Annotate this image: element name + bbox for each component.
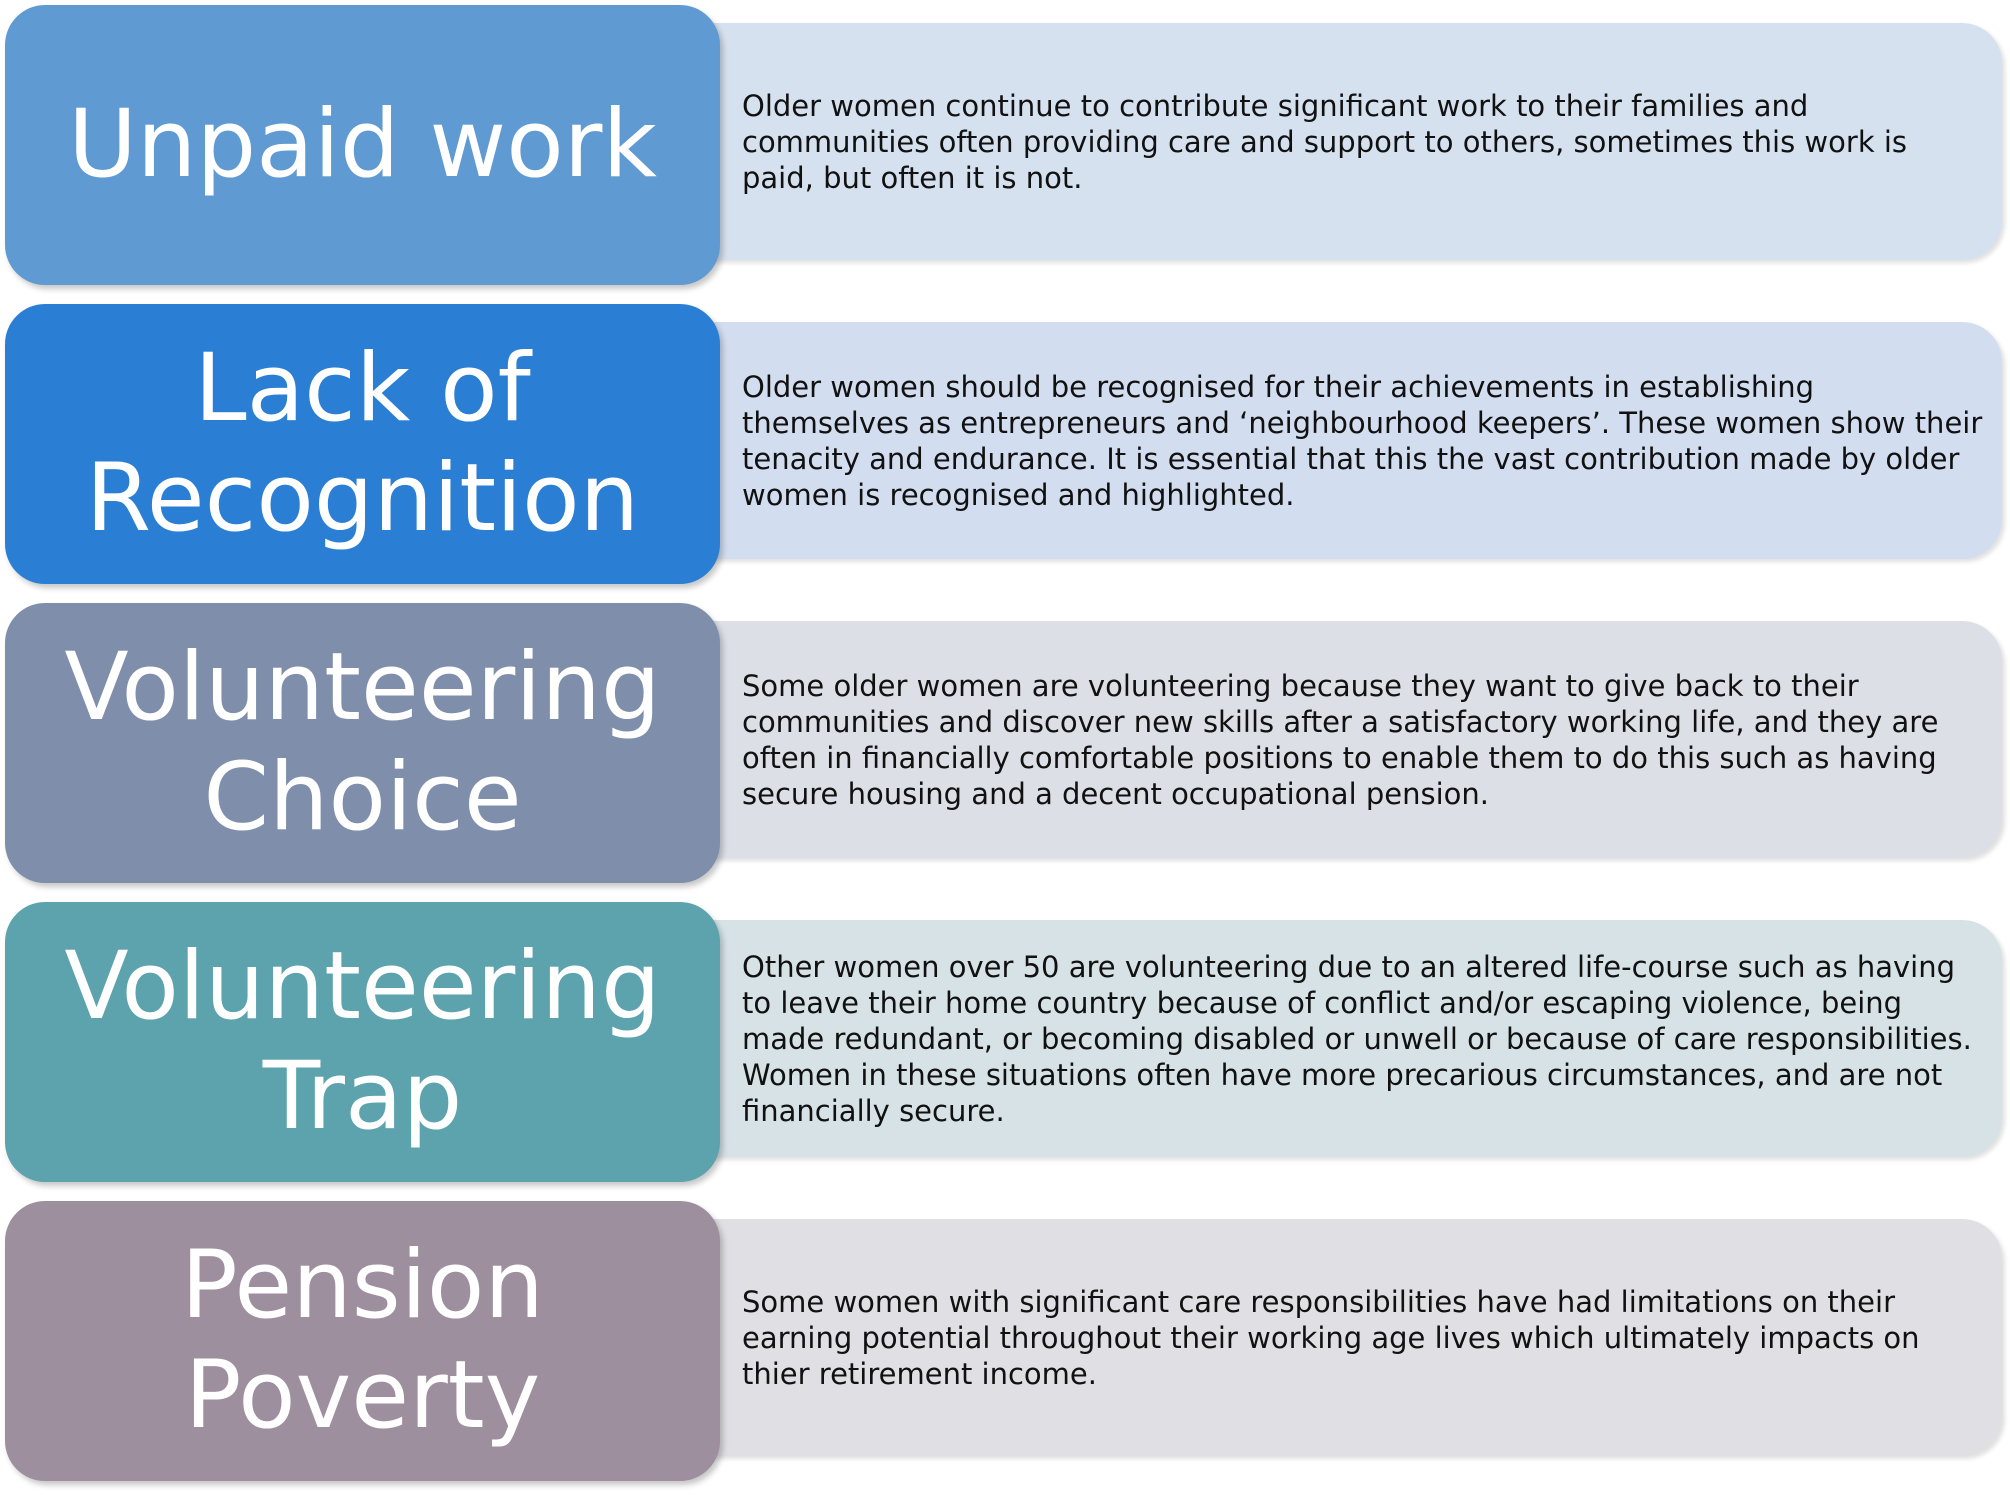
heading-box: Lack of Recognition <box>5 304 720 584</box>
heading-text: Lack of Recognition <box>85 334 640 553</box>
row-volunteering-choice: Some older women are volunteering becaus… <box>0 598 2010 888</box>
heading-text: Volunteering Trap <box>64 932 661 1151</box>
heading-box: Volunteering Trap <box>5 902 720 1182</box>
description-box: Older women should be recognised for the… <box>690 322 2002 559</box>
heading-box: Pension Poverty <box>5 1201 720 1481</box>
description-box: Other women over 50 are volunteering due… <box>690 920 2002 1157</box>
row-unpaid-work: Older women continue to contribute signi… <box>0 0 2010 290</box>
description-text: Older women continue to contribute signi… <box>742 88 1907 195</box>
heading-box: Unpaid work <box>5 5 720 285</box>
heading-text: Volunteering Choice <box>64 633 661 852</box>
heading-text: Unpaid work <box>68 90 657 199</box>
description-box: Some older women are volunteering becaus… <box>690 621 2002 858</box>
description-text: Older women should be recognised for the… <box>742 369 1983 512</box>
row-volunteering-trap: Other women over 50 are volunteering due… <box>0 897 2010 1187</box>
row-pension-poverty: Some women with significant care respons… <box>0 1196 2010 1486</box>
description-box: Older women continue to contribute signi… <box>690 23 2002 260</box>
description-text: Some women with significant care respons… <box>742 1284 1920 1391</box>
description-text: Some older women are volunteering becaus… <box>742 668 1939 811</box>
heading-box: Volunteering Choice <box>5 603 720 883</box>
description-text: Other women over 50 are volunteering due… <box>742 949 1972 1128</box>
heading-text: Pension Poverty <box>181 1231 544 1450</box>
row-lack-of-recognition: Older women should be recognised for the… <box>0 299 2010 589</box>
description-box: Some women with significant care respons… <box>690 1219 2002 1456</box>
